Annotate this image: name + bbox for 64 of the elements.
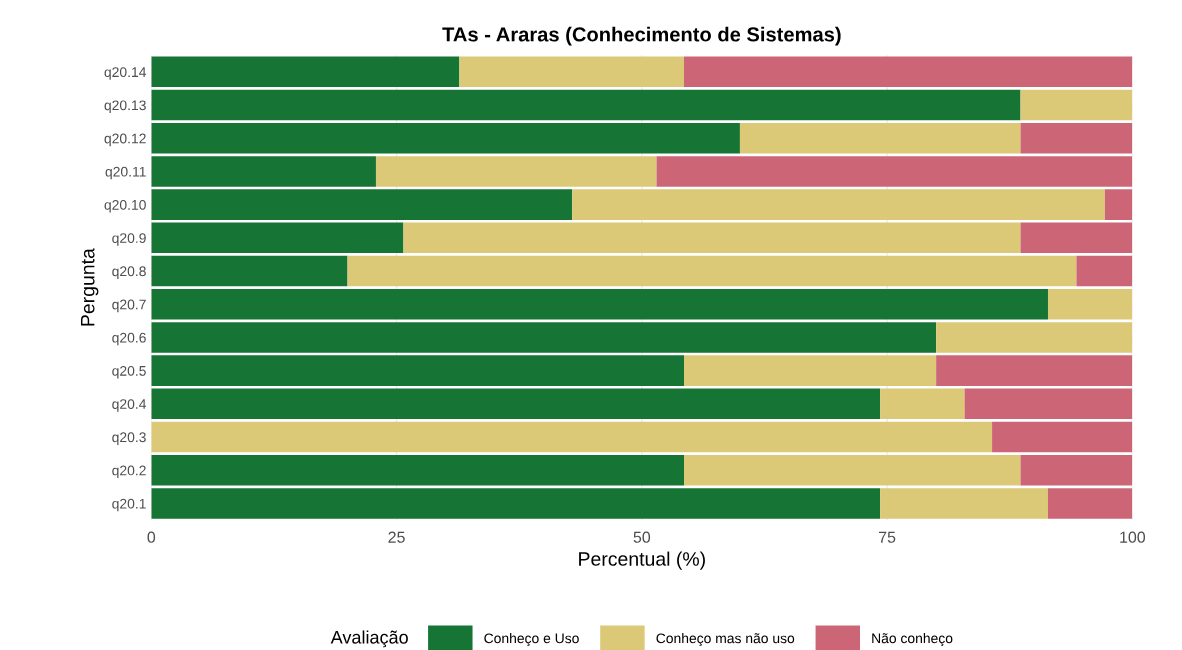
bar — [656, 156, 1133, 187]
bar — [151, 454, 685, 486]
y-tick-label: q20.7 — [112, 299, 146, 313]
legend-label: Não conheço — [872, 633, 953, 647]
bar — [880, 388, 965, 420]
bar — [347, 255, 1077, 287]
bar — [684, 56, 1133, 88]
bar — [1020, 122, 1133, 154]
y-tick-label: q20.11 — [105, 166, 146, 180]
bar — [151, 122, 740, 154]
y-tick-label: q20.2 — [112, 465, 146, 479]
bar — [992, 421, 1133, 453]
legend-label: Conheço mas não uso — [656, 633, 795, 647]
bar — [151, 189, 573, 220]
y-tick-label: q20.10 — [104, 199, 146, 213]
bar — [1076, 255, 1133, 287]
bar — [1104, 189, 1133, 220]
bar — [880, 488, 1048, 519]
bar — [1020, 222, 1133, 254]
bar — [375, 156, 657, 187]
bar — [151, 222, 404, 254]
y-tick-label: q20.14 — [104, 67, 147, 80]
bar — [151, 288, 1048, 320]
bar — [1047, 488, 1133, 519]
y-tick-label: q20.13 — [104, 100, 146, 113]
bar — [151, 322, 937, 353]
bar — [151, 421, 993, 453]
y-tick-label: q20.1 — [112, 498, 146, 512]
x-tick-label: 25 — [388, 531, 405, 543]
y-tick-label: q20.3 — [112, 432, 146, 445]
bar — [964, 388, 1133, 420]
bar — [151, 89, 1021, 121]
bar — [1020, 89, 1133, 121]
bar — [459, 56, 685, 88]
bar — [151, 388, 881, 420]
y-tick-label: q20.9 — [112, 233, 146, 246]
bar — [151, 56, 460, 88]
bar — [1020, 454, 1133, 486]
bar — [684, 454, 1021, 486]
chart-title: TAs - Araras (Conhecimento de Sistemas) — [442, 26, 841, 46]
x-tick-label: 0 — [147, 531, 156, 543]
bar — [739, 122, 1021, 154]
bar — [572, 189, 1105, 220]
legend-title: Avaliação — [330, 630, 408, 648]
x-tick-label: 50 — [633, 531, 651, 543]
legend-label: Conheço e Uso — [484, 633, 579, 647]
bar — [151, 156, 376, 187]
bar — [684, 355, 937, 386]
x-axis-title: Percentual (%) — [579, 551, 705, 570]
bar — [151, 255, 348, 287]
bar — [936, 322, 1133, 353]
x-tick-label: 100 — [1120, 531, 1146, 543]
y-tick-label: q20.6 — [112, 332, 146, 346]
bar — [403, 222, 1021, 254]
y-tick-label: q20.4 — [112, 399, 147, 412]
y-tick-label: q20.12 — [104, 133, 146, 147]
y-axis-title: Pergunta — [80, 248, 99, 326]
x-tick-label: 75 — [879, 531, 896, 543]
bar — [936, 355, 1133, 386]
y-tick-label: q20.5 — [112, 365, 146, 379]
y-tick-label: q20.8 — [112, 266, 146, 279]
bar — [151, 355, 685, 386]
bar — [151, 488, 881, 519]
bar — [1047, 288, 1133, 320]
